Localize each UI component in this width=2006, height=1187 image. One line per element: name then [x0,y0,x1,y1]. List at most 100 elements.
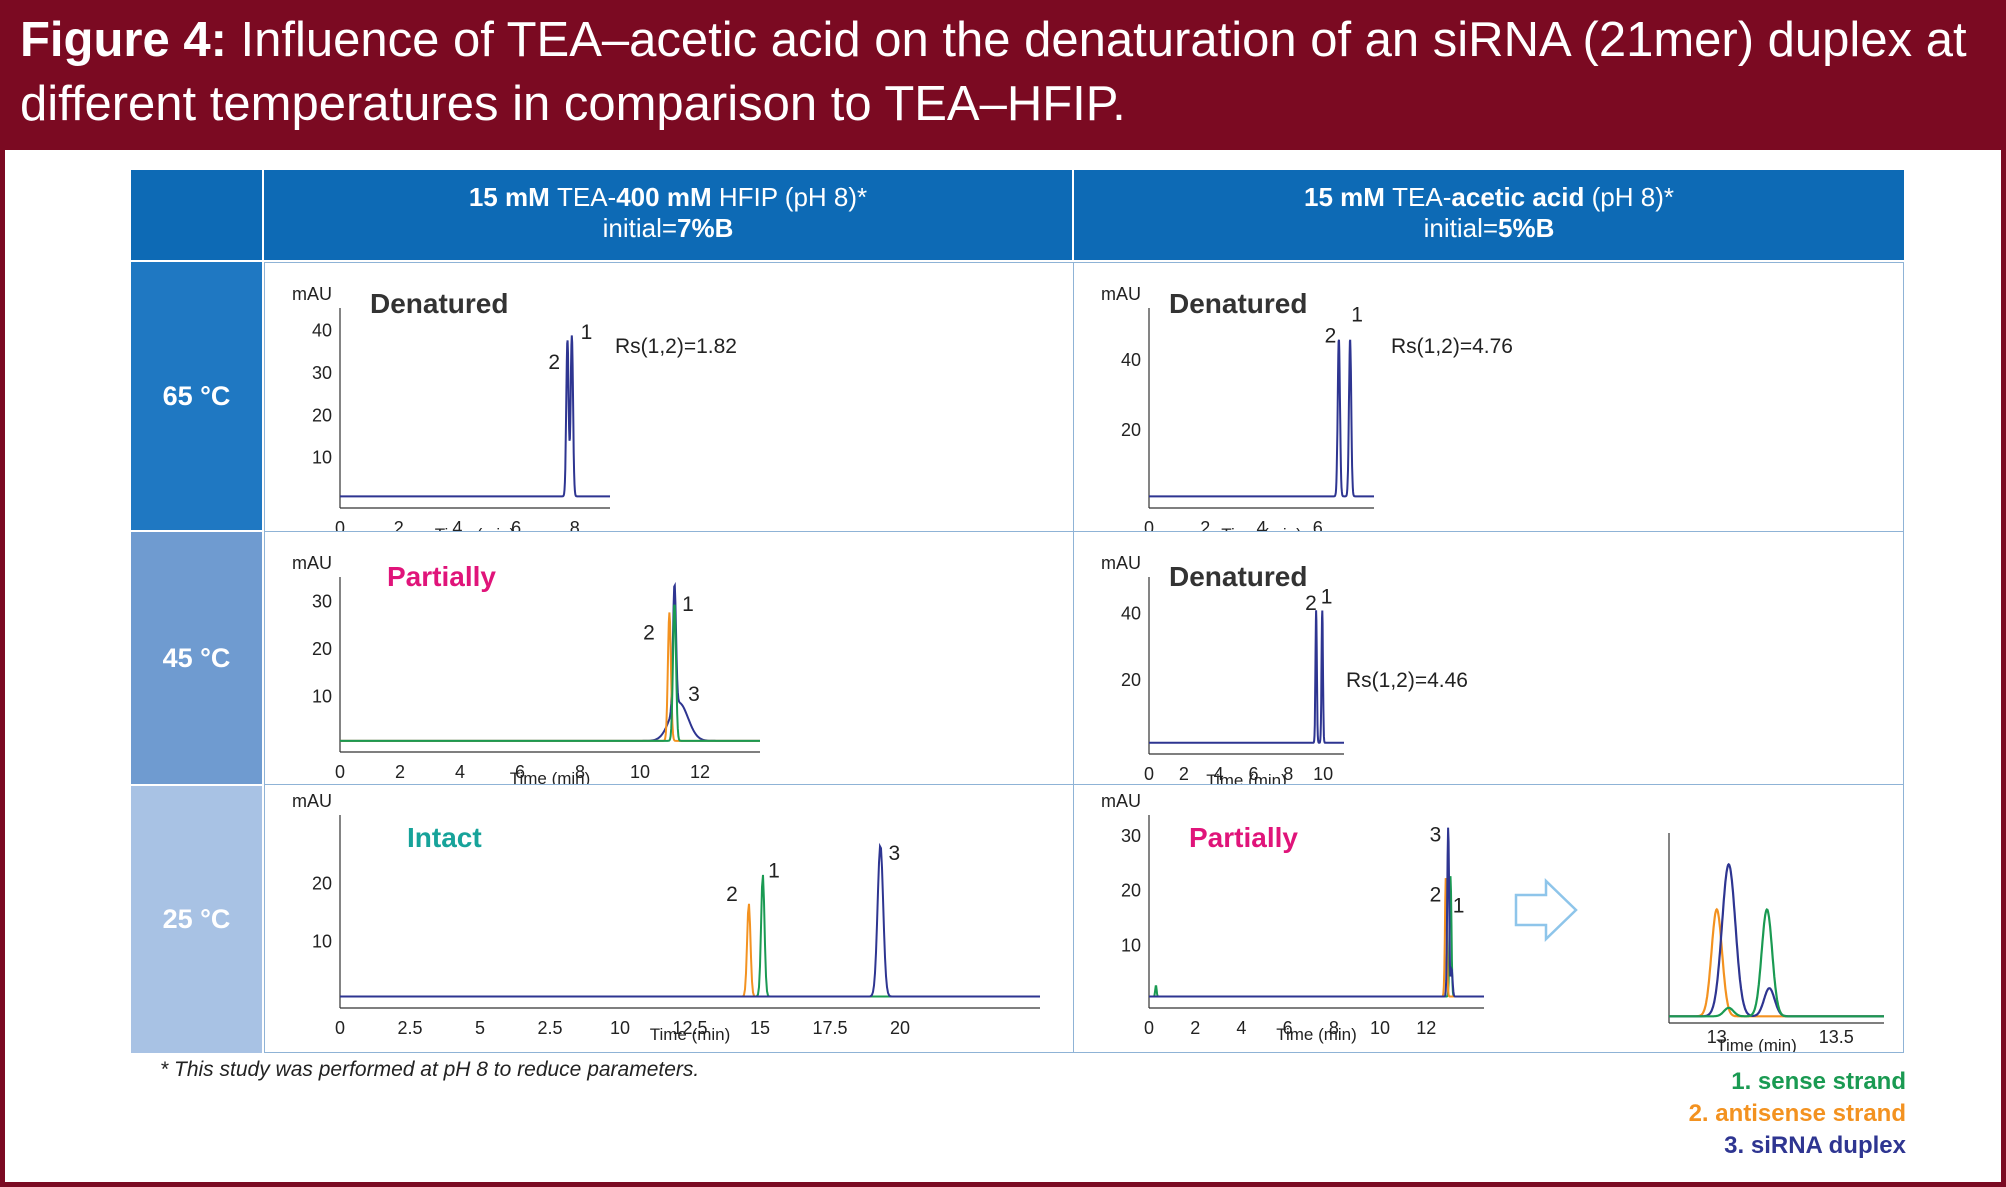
y-tick-label: 20 [312,405,332,425]
x-axis-label: Time (min) [1206,771,1287,785]
chromatogram-svg: mAU 20 40 0 2 4 6 8 10 Time (min) Denatured Rs(1,2)… [1101,553,1468,785]
chromatogram-svg: mAU 10 20 0 2.5 5 2.5 10 12.5 15 17.5 20 Time (min) I… [292,791,1040,1044]
legend-item-sense: 1. sense strand [1731,1068,1906,1095]
x-tick-label: 2.5 [397,1018,422,1038]
resolution-annotation: Rs(1,2)=4.76 [1391,335,1513,358]
x-axis-label: Time (min) [435,525,516,532]
x-tick-label: 2 [395,762,405,782]
x-tick-label: 15 [750,1018,770,1038]
y-tick-label: 10 [312,448,332,468]
x-tick-label: 2 [1179,764,1189,784]
chart-cell-acetic-25: mAU 10 20 30 0 2 4 6 8 10 12 Time (min) Partially 3 2 1… [1073,784,1904,1053]
chart-status-label: Partially [387,561,496,592]
x-tick-label: 17.5 [812,1018,847,1038]
peak-label: 2 [1325,325,1337,348]
chart-cell-hfip-65: mAU 10 20 30 40 0 2 4 6 8 Time (min) Denatured Rs(1,… [264,262,1074,532]
x-tick-label: 4 [455,762,465,782]
x-tick-label: 8 [570,518,580,532]
x-tick-label: 8 [1329,1018,1339,1038]
y-tick-label: 10 [1121,935,1141,955]
x-tick-label: 6 [1283,1018,1293,1038]
y-axis-label: mAU [292,553,332,573]
x-tick-label: 0 [335,518,345,532]
y-axis-label: mAU [1101,284,1141,304]
x-axis-label: Time (min) [650,1025,731,1044]
series-line-siRNA-duplex [340,581,760,742]
x-tick-label: 5 [475,1018,485,1038]
chart-status-label: Denatured [370,288,508,319]
chart-cell-acetic-45: mAU 20 40 0 2 4 6 8 10 Time (min) Denatured Rs(1,2)… [1073,531,1904,785]
figure-title: Figure 4: Influence of TEA–acetic acid o… [0,0,2006,150]
peak-label: 1 [581,321,593,344]
x-tick-label: 4 [1236,1018,1246,1038]
arrow-right-icon [1514,878,1578,942]
x-tick-label: 2 [394,518,404,532]
x-tick-label: 6 [1248,764,1258,784]
x-tick-label: 4 [1214,764,1224,784]
x-tick-label: 4 [1256,518,1266,532]
inset-x-tick-label: 13.5 [1819,1027,1854,1047]
peak-label: 1 [682,593,694,616]
y-tick-label: 30 [312,363,332,383]
y-axis-label: mAU [292,284,332,304]
series-line-siRNA-duplex [1149,610,1344,744]
chart-status-label: Denatured [1169,561,1307,592]
peak-label: 3 [889,842,901,865]
y-tick-label: 30 [312,591,332,611]
x-tick-label: 6 [511,518,521,532]
figure-label: Figure 4: [20,13,227,67]
y-tick-label: 20 [312,639,332,659]
x-tick-label: 2 [1190,1018,1200,1038]
column-header-acetic: 15 mM TEA-acetic acid (pH 8)* initial=5%… [1074,170,1904,260]
chart-cell-hfip-45: mAU 10 20 30 0 2 4 6 8 10 12 Time (min) Partially 2 1 3 [264,531,1074,785]
peak-label: 2 [726,883,738,906]
y-tick-label: 20 [312,873,332,893]
resolution-annotation: Rs(1,2)=1.82 [615,335,737,358]
x-tick-label: 10 [610,1018,630,1038]
chart-cell-acetic-65: mAU 20 40 0 2 4 6 Time (min) Denatured Rs(1,2)=4.… [1073,262,1904,532]
x-tick-label: 12 [690,762,710,782]
peak-label: 1 [1453,895,1465,918]
row-label-45: 45 °C [131,532,262,784]
series-line-antisense-strand [340,612,760,742]
resolution-annotation: Rs(1,2)=4.46 [1346,669,1468,692]
series-line-antisense-strand [340,903,1040,998]
series-line-siRNA-duplex [1149,339,1374,498]
peak-label: 1 [768,860,780,883]
row-label-25: 25 °C [131,786,262,1053]
x-tick-label: 4 [452,518,462,532]
peak-label: 1 [1351,304,1363,327]
x-tick-label: 6 [515,762,525,782]
y-axis-label: mAU [1101,791,1141,811]
x-tick-label: 10 [1313,764,1333,784]
series-line-siRNA-duplex [340,335,610,498]
y-axis-label: mAU [292,791,332,811]
inset-x-tick-label: 13 [1707,1027,1727,1047]
legend-item-antisense: 2. antisense strand [1688,1100,1906,1127]
chromatogram-svg: mAU 10 20 30 0 2 4 6 8 10 12 Time (min) Partially 2 1 3 [292,553,760,784]
figure-caption: Influence of TEA–acetic acid on the dena… [20,13,1967,131]
x-tick-label: 0 [1144,764,1154,784]
figure-grid: 15 mM TEA-400 mM HFIP (pH 8)* initial=7%… [131,170,1904,1053]
legend-item-duplex: 3. siRNA duplex [1724,1132,1906,1159]
x-axis-label: Time (min) [1276,1025,1357,1044]
legend: 1. sense strand 2. antisense strand 3. s… [1689,1066,1906,1162]
chart-status-label: Intact [407,822,482,853]
x-tick-label: 12.5 [672,1018,707,1038]
series-line-sense-strand [340,604,760,742]
series-line-siRNA-duplex [340,842,1040,998]
y-tick-label: 30 [1121,826,1141,846]
chart-cell-hfip-25: mAU 10 20 0 2.5 5 2.5 10 12.5 15 17.5 20 Time (min) I… [264,784,1074,1053]
x-tick-label: 2 [1200,518,1210,532]
x-tick-label: 0 [335,1018,345,1038]
x-tick-label: 10 [630,762,650,782]
chart-status-label: Partially [1189,822,1298,853]
inset-x-axis-label: Time (min) [1716,1036,1797,1053]
x-tick-label: 0 [335,762,345,782]
y-tick-label: 40 [1121,604,1141,624]
x-tick-label: 6 [1313,518,1323,532]
chromatogram-svg: mAU 10 20 30 40 0 2 4 6 8 Time (min) Denatured Rs(1,… [292,284,737,532]
x-tick-label: 8 [575,762,585,782]
series-line-sense-strand [340,874,1040,998]
